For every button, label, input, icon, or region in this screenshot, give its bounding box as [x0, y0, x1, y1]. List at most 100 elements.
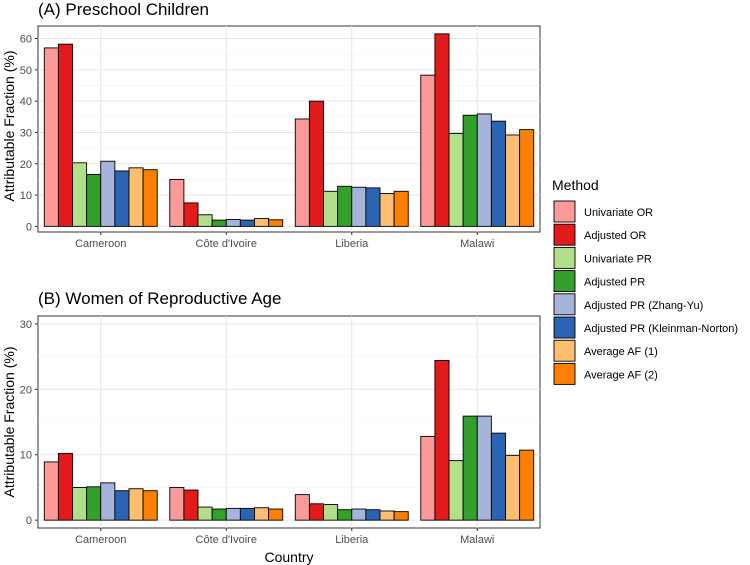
bar-cameroon-univariate-pr	[72, 486, 88, 521]
y-tick-label: 20	[20, 384, 32, 396]
bar-malawi-adjusted-or	[434, 33, 450, 227]
bar-malawi-univariate-pr	[448, 132, 464, 227]
x-tick-label-c-te-d-ivoire: Côte d'Ivoire	[196, 238, 257, 250]
bar-c-te-d-ivoire-adjusted-pr-kleinman-norton	[239, 219, 255, 227]
panel-a: (A) Preschool Children Attributable Frac…	[1, 0, 541, 250]
bar-liberia-average-af-2	[393, 511, 409, 521]
bar-c-te-d-ivoire-average-af-2	[268, 219, 284, 227]
bar-malawi-average-af-2	[519, 449, 535, 521]
bar-liberia-adjusted-pr-zhang-yu	[351, 508, 367, 521]
bar-liberia-adjusted-pr	[337, 185, 353, 227]
bar-cameroon-average-af-1	[128, 488, 144, 521]
bar-liberia-adjusted-or	[308, 100, 324, 227]
y-tick-label: 30	[20, 127, 32, 139]
panel-a-bars	[43, 33, 535, 227]
legend-key-univariate-pr	[553, 246, 576, 269]
y-tick-label: 10	[20, 190, 32, 202]
bar-cameroon-average-af-2	[142, 169, 158, 227]
y-tick-label: 40	[20, 96, 32, 108]
panel-a-x-ticks: Cameroon Côte d'Ivoire Liberia Malawi	[75, 232, 494, 250]
legend-label-adjusted-or: Adjusted OR	[584, 230, 646, 242]
bar-liberia-adjusted-pr-zhang-yu	[351, 186, 367, 227]
bar-c-te-d-ivoire-adjusted-pr-zhang-yu	[225, 507, 241, 521]
bar-c-te-d-ivoire-univariate-pr	[197, 214, 213, 227]
bar-liberia-average-af-1	[379, 510, 395, 521]
x-tick-label-malawi: Malawi	[460, 534, 494, 546]
legend-key-adjusted-pr-zhang-yu	[553, 293, 576, 316]
legend-label-average-af-2: Average AF (2)	[584, 369, 658, 381]
bar-cameroon-adjusted-pr	[86, 173, 102, 227]
legend-key-univariate-or	[553, 200, 576, 223]
bar-liberia-univariate-or	[294, 494, 310, 521]
bar-malawi-univariate-pr	[448, 460, 464, 521]
bar-liberia-adjusted-or	[308, 503, 324, 521]
bar-malawi-adjusted-pr	[462, 415, 478, 521]
bar-liberia-average-af-1	[379, 193, 395, 227]
bar-cameroon-adjusted-pr-zhang-yu	[100, 482, 116, 521]
y-tick-label: 10	[20, 450, 32, 462]
y-tick-label: 30	[20, 319, 32, 331]
bar-cameroon-adjusted-or	[57, 452, 73, 521]
y-tick-label: 20	[20, 159, 32, 171]
bar-c-te-d-ivoire-average-af-2	[268, 508, 284, 521]
bar-c-te-d-ivoire-univariate-or	[169, 178, 185, 227]
bar-cameroon-univariate-or	[43, 47, 59, 227]
y-tick-label: 0	[26, 515, 32, 527]
bar-c-te-d-ivoire-adjusted-pr-kleinman-norton	[239, 507, 255, 521]
x-tick-label-malawi: Malawi	[460, 238, 494, 250]
bar-malawi-adjusted-pr-kleinman-norton	[490, 432, 506, 521]
legend-key-average-af-1	[553, 339, 576, 362]
bar-cameroon-adjusted-pr-kleinman-norton	[114, 490, 130, 521]
legend-label-adjusted-pr: Adjusted PR	[584, 277, 645, 289]
legend-key-adjusted-or	[553, 223, 576, 246]
bar-cameroon-adjusted-pr	[86, 486, 102, 521]
bar-malawi-adjusted-pr	[462, 114, 478, 227]
legend-label-univariate-pr: Univariate PR	[584, 253, 652, 265]
bar-malawi-adjusted-pr-zhang-yu	[476, 415, 492, 521]
y-tick-label: 50	[20, 65, 32, 77]
bar-liberia-univariate-pr	[323, 190, 339, 227]
bar-cameroon-average-af-1	[128, 167, 144, 227]
bar-malawi-average-af-1	[505, 454, 521, 521]
y-tick-label: 60	[20, 34, 32, 46]
x-tick-label-c-te-d-ivoire: Côte d'Ivoire	[196, 534, 257, 546]
y-tick-label: 0	[26, 221, 32, 233]
panel-a-title: (A) Preschool Children	[38, 0, 209, 19]
legend-label-adjusted-pr-zhang-yu: Adjusted PR (Zhang-Yu)	[584, 300, 703, 312]
bar-cameroon-univariate-pr	[72, 162, 88, 227]
x-tick-label-cameroon: Cameroon	[75, 238, 126, 250]
bar-malawi-adjusted-pr-kleinman-norton	[490, 120, 506, 227]
x-tick-label-cameroon: Cameroon	[75, 534, 126, 546]
bar-cameroon-univariate-or	[43, 461, 59, 521]
panel-b: (B) Women of Reproductive Age Attributab…	[1, 289, 541, 546]
panel-b-bars	[43, 360, 535, 521]
panel-a-y-axis-title: Attributable Fraction (%)	[1, 51, 17, 202]
bar-liberia-univariate-pr	[323, 503, 339, 521]
legend-key-average-af-2	[553, 362, 576, 385]
bar-cameroon-adjusted-or	[57, 43, 73, 227]
bar-liberia-univariate-or	[294, 118, 310, 227]
legend-items: Univariate OR Adjusted OR Univariate PR Adj…	[553, 200, 738, 385]
bar-c-te-d-ivoire-univariate-pr	[197, 506, 213, 521]
bar-c-te-d-ivoire-average-af-1	[254, 218, 270, 227]
bar-liberia-adjusted-pr	[337, 509, 353, 521]
bar-c-te-d-ivoire-average-af-1	[254, 507, 270, 521]
legend-key-adjusted-pr	[553, 270, 576, 293]
bar-liberia-adjusted-pr-kleinman-norton	[365, 509, 381, 521]
panel-b-title: (B) Women of Reproductive Age	[38, 289, 281, 308]
bar-c-te-d-ivoire-adjusted-pr	[211, 508, 227, 521]
bar-liberia-average-af-2	[393, 190, 409, 227]
panel-b-y-axis-title: Attributable Fraction (%)	[1, 347, 17, 498]
bar-malawi-adjusted-pr-zhang-yu	[476, 113, 492, 227]
x-axis-title: Country	[264, 549, 313, 565]
bar-c-te-d-ivoire-univariate-or	[169, 486, 185, 521]
bar-liberia-adjusted-pr-kleinman-norton	[365, 187, 381, 227]
legend-title: Method	[552, 177, 599, 193]
panel-a-y-ticks: 0 10 20 30 40 50 60	[20, 34, 38, 233]
bar-malawi-average-af-2	[519, 129, 535, 227]
bar-cameroon-average-af-2	[142, 490, 158, 521]
legend-label-average-af-1: Average AF (1)	[584, 346, 658, 358]
bar-malawi-average-af-1	[505, 134, 521, 227]
